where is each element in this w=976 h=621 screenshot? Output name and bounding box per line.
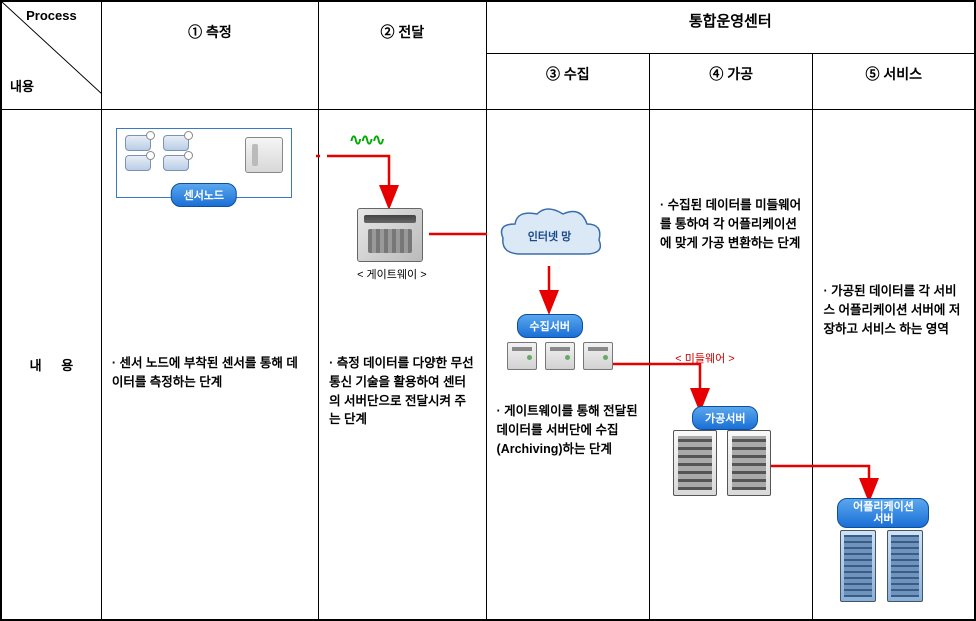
- rack-server-icon: [673, 430, 717, 496]
- middleware-caption: < 미들웨어 >: [660, 350, 750, 366]
- desc-transmit: · 측정 데이터를 다양한 무선 통신 기술을 활용하여 센터의 서버단으로 전…: [319, 354, 485, 429]
- badge-sensor: 센서노드: [171, 183, 237, 207]
- sensor-node-icon: [163, 155, 189, 171]
- cloud-label: 인터넷 망: [495, 228, 605, 244]
- tower-server-icon: [887, 530, 923, 602]
- header-step-5: ⑤ 서비스: [813, 53, 975, 109]
- header-step-3: ③ 수집: [486, 53, 649, 109]
- sensor-node-icon: [125, 135, 151, 151]
- cell-measure: 센서노드 · 센서 노드에 부착된 센서를 통해 데이터를 측정하는 단계: [101, 110, 318, 620]
- gateway-icon: [357, 208, 423, 262]
- tower-server-icon: [840, 530, 876, 602]
- cloud-icon: 인터넷 망: [495, 206, 605, 268]
- header-step-4: ④ 가공: [650, 53, 813, 109]
- server-icon: [583, 342, 613, 370]
- rack-server-icon: [727, 430, 771, 496]
- desc-measure: · 센서 노드에 부착된 센서를 통해 데이터를 측정하는 단계: [102, 354, 318, 392]
- badge-process: 가공서버: [692, 406, 758, 430]
- server-icon: [507, 342, 537, 370]
- process-table: Process 내용 ① 측정 ② 전달 통합운영센터 ③ 수집 ④ 가공 ⑤ …: [1, 1, 975, 620]
- badge-collect: 수집서버: [517, 314, 583, 338]
- header-center-title: 통합운영센터: [486, 2, 974, 54]
- desc-process: · 수집된 데이터를 미들웨어를 통하여 각 어플리케이션에 맞게 가공 변환하…: [650, 196, 812, 252]
- hub-icon: [245, 137, 283, 173]
- cell-collect: 인터넷 망 수집서버 · 게이트웨이를 통해 전달된 데이터를 서버단에 수집 …: [486, 110, 649, 620]
- sensor-group-box: 센서노드: [116, 128, 292, 198]
- cell-service: · 가공된 데이터를 각 서비스 어플리케이션 서버에 저장하고 서비스 하는 …: [813, 110, 975, 620]
- cell-process: · 수집된 데이터를 미들웨어를 통하여 각 어플리케이션에 맞게 가공 변환하…: [650, 110, 813, 620]
- desc-collect: · 게이트웨이를 통해 전달된 데이터를 서버단에 수집 (Archiving)…: [487, 402, 649, 458]
- cell-transmit: ∿∿∿ < 게이트웨이 > · 측정 데이터를 다양한 무선 통신 기술을 활용…: [319, 110, 486, 620]
- sensor-node-icon: [125, 155, 151, 171]
- gateway-caption: < 게이트웨이 >: [357, 266, 427, 282]
- server-icon: [545, 342, 575, 370]
- header-step-1: ① 측정: [101, 2, 318, 110]
- diagram-container: Process 내용 ① 측정 ② 전달 통합운영센터 ③ 수집 ④ 가공 ⑤ …: [0, 0, 976, 621]
- desc-service: · 가공된 데이터를 각 서비스 어플리케이션 서버에 저장하고 서비스 하는 …: [813, 282, 974, 338]
- sensor-node-icon: [163, 135, 189, 151]
- header-step-2: ② 전달: [319, 2, 486, 110]
- row-label: 내 용: [2, 110, 102, 620]
- wireless-icon: ∿∿∿: [349, 130, 383, 150]
- badge-app: 어플리케이션 서버: [837, 498, 929, 528]
